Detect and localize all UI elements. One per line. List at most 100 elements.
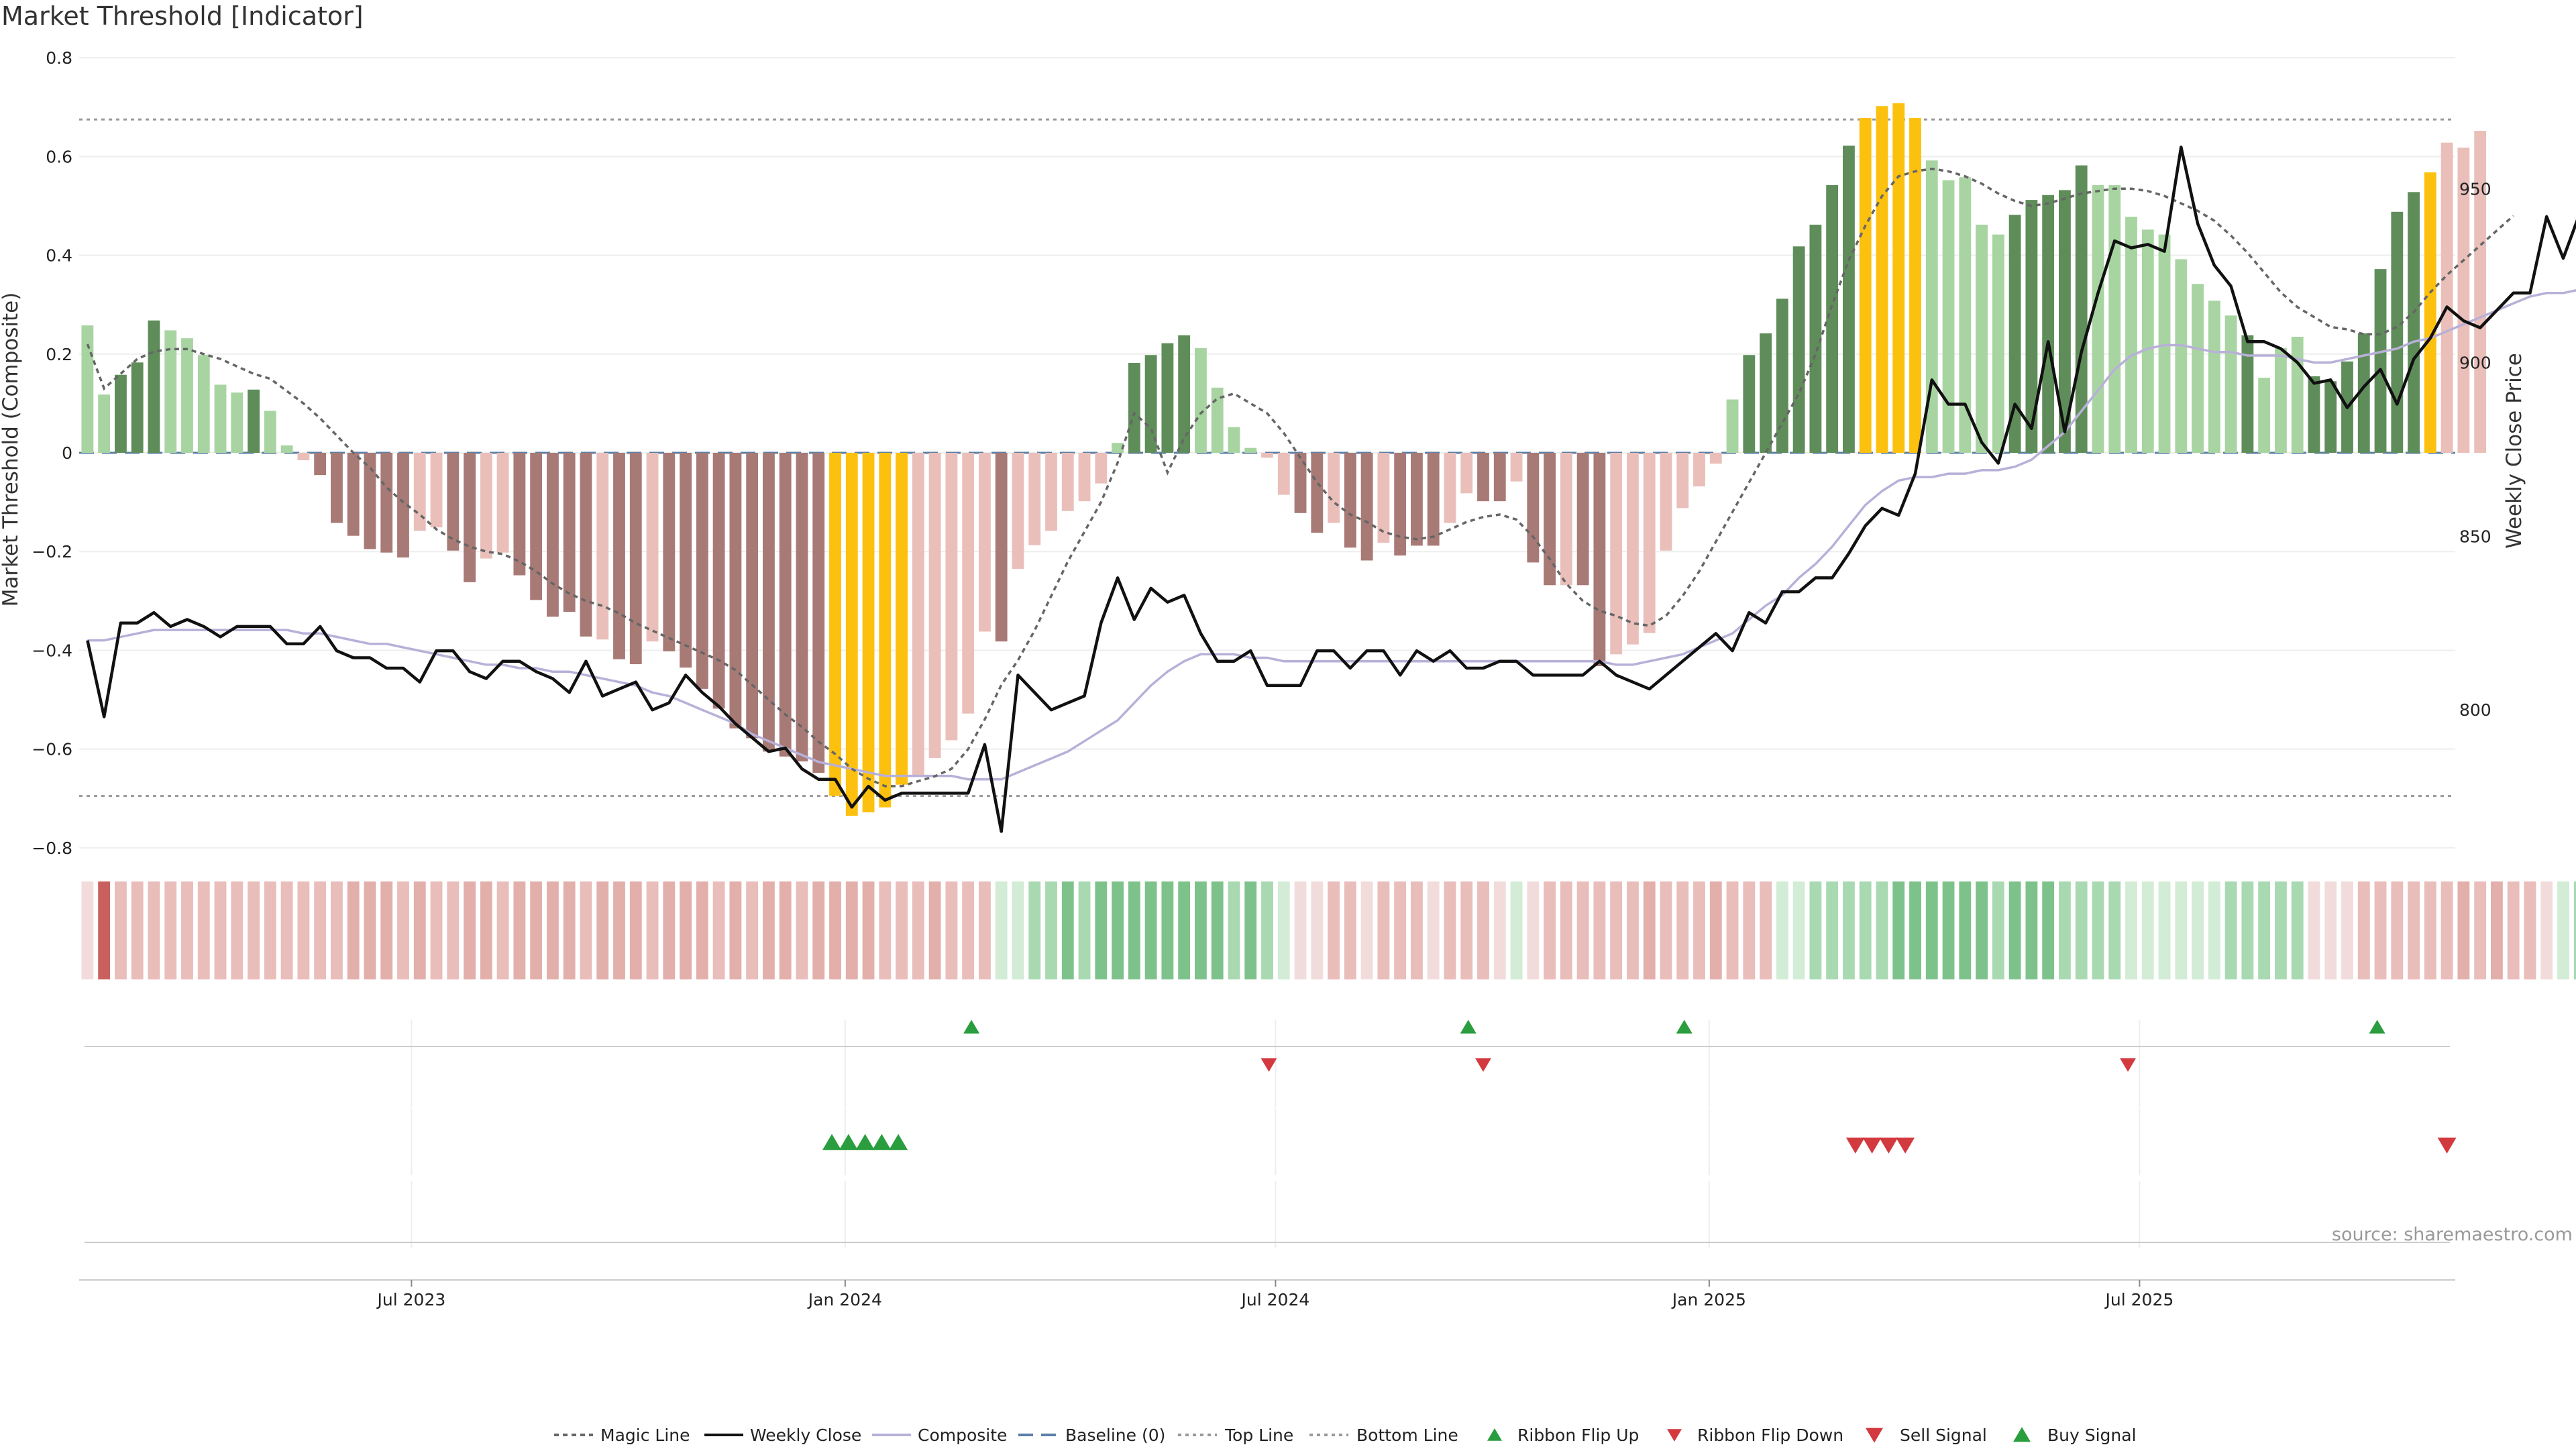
- ribbon-cell-90: [1576, 881, 1589, 979]
- legend-marker-9: [2013, 1427, 2031, 1442]
- y-tick-left-0: 0.8: [46, 48, 72, 68]
- legend-label-6: Ribbon Flip Up: [1517, 1426, 1639, 1445]
- ribbon-flip-up-2: [1676, 1020, 1693, 1034]
- composite-bar-47: [862, 453, 875, 812]
- legend-label-9: Buy Signal: [2047, 1426, 2137, 1445]
- composite-bar-130: [2241, 335, 2254, 453]
- ribbon-cell-11: [264, 881, 276, 979]
- y-tick-left-7: −0.6: [32, 740, 72, 759]
- composite-bar-106: [1843, 146, 1855, 453]
- composite-bar-30: [580, 453, 592, 637]
- x-tick-label-4: Jul 2025: [2104, 1290, 2174, 1309]
- ribbon-cell-57: [1028, 881, 1041, 979]
- composite-bar-95: [1660, 453, 1672, 551]
- composite-bar-22: [447, 453, 460, 551]
- axes: 0.8 0.6 0.4 0.2 0 −0.2 −0.4 −0.6 −0.8 950 900 850 80…: [32, 48, 2491, 1309]
- ribbon-cell-72: [1277, 881, 1290, 979]
- legend-marker-8: [1866, 1428, 1883, 1443]
- composite-bar-1: [98, 394, 111, 453]
- ribbon-flip-up-0: [963, 1020, 980, 1034]
- composite-bar-72: [1277, 453, 1290, 495]
- ribbon-cell-31: [596, 881, 609, 979]
- ribbon-cell-69: [1228, 881, 1240, 979]
- ribbon-cell-117: [2025, 881, 2038, 979]
- composite-bar-37: [696, 453, 708, 689]
- composite-bar-107: [1859, 117, 1872, 453]
- legend-label-2: Composite: [918, 1426, 1007, 1445]
- ribbon-cell-120: [2075, 881, 2088, 979]
- ribbon-cell-92: [1610, 881, 1623, 979]
- x-tick-label-1: Jan 2024: [807, 1290, 882, 1309]
- composite-bar-66: [1178, 335, 1191, 453]
- composite-bar-117: [2025, 200, 2038, 453]
- ribbon-cell-73: [1294, 881, 1307, 979]
- composite-bar-93: [1627, 453, 1639, 645]
- composite-bar-120: [2075, 165, 2088, 453]
- ribbon-cell-24: [480, 881, 492, 979]
- composite-bar-24: [480, 453, 492, 559]
- composite-bar-5: [164, 330, 177, 453]
- composite-bar-108: [1876, 106, 1888, 453]
- composite-bar-11: [264, 411, 276, 453]
- composite-bar-13: [297, 453, 310, 461]
- composite-bar-8: [214, 384, 227, 453]
- ribbon-cell-128: [2208, 881, 2220, 979]
- ribbon-cell-80: [1411, 881, 1423, 979]
- composite-bar-129: [2224, 315, 2237, 453]
- ribbon-cell-60: [1078, 881, 1091, 979]
- composite-bar-19: [397, 453, 409, 558]
- composite-bar-119: [2059, 190, 2071, 453]
- ribbon-cell-108: [1876, 881, 1888, 979]
- composite-bar-39: [729, 453, 742, 729]
- composite-bar-14: [314, 453, 327, 476]
- legend-label-1: Weekly Close: [750, 1426, 861, 1445]
- composite-bar-68: [1211, 387, 1224, 453]
- composite-bar-2: [115, 374, 127, 453]
- composite-bar-83: [1460, 453, 1473, 494]
- ribbon-cell-46: [845, 881, 858, 979]
- legend: Magic Line Weekly Close Composite Baseline …: [554, 1426, 2137, 1445]
- y-tick-right-2: 850: [2459, 527, 2491, 546]
- y-axis-title-right: Weekly Close Price: [2502, 353, 2526, 549]
- composite-bar-86: [1510, 453, 1523, 482]
- composite-bar-3: [131, 362, 144, 453]
- ribbon-cell-86: [1510, 881, 1523, 979]
- ribbon-flip-up-1: [1460, 1020, 1477, 1034]
- ribbon-cell-149: [2557, 881, 2569, 979]
- composite-bar-103: [1792, 246, 1805, 453]
- composite-bar-69: [1228, 427, 1240, 453]
- y-tick-left-8: −0.8: [32, 839, 72, 858]
- ribbon-cell-1: [98, 881, 111, 979]
- ribbon-cell-12: [280, 881, 293, 979]
- composite-bar-56: [1012, 453, 1024, 569]
- ribbon-cell-81: [1427, 881, 1440, 979]
- composite-bar-92: [1610, 453, 1623, 655]
- ribbon-cell-97: [1693, 881, 1705, 979]
- ribbon-cell-82: [1444, 881, 1456, 979]
- composite-bar-113: [1959, 177, 1972, 453]
- sell-signal-2: [1879, 1137, 1898, 1154]
- ribbon-cell-61: [1095, 881, 1108, 979]
- composite-bar-50: [912, 453, 924, 777]
- composite-bar-42: [779, 453, 792, 757]
- ribbon-cell-147: [2524, 881, 2536, 979]
- ribbon-cell-99: [1726, 881, 1739, 979]
- ribbon-cell-83: [1460, 881, 1473, 979]
- ribbon-cell-115: [1992, 881, 2004, 979]
- ribbon-cell-98: [1709, 881, 1722, 979]
- composite-bar-59: [1061, 453, 1074, 511]
- composite-bar-127: [2192, 284, 2204, 453]
- composite-bar-97: [1693, 453, 1705, 487]
- composite-bar-80: [1411, 453, 1423, 546]
- ribbon-cell-38: [712, 881, 725, 979]
- composite-bar-6: [181, 338, 193, 453]
- ribbon-cell-79: [1394, 881, 1407, 979]
- ribbon-cell-22: [447, 881, 460, 979]
- composite-bar-29: [563, 453, 576, 612]
- ribbon-cell-125: [2158, 881, 2171, 979]
- ribbon-cell-2: [115, 881, 127, 979]
- ribbon-cell-127: [2192, 881, 2204, 979]
- ribbon-cell-43: [796, 881, 808, 979]
- ribbon-cell-136: [2341, 881, 2353, 979]
- ribbon-cell-101: [1760, 881, 1772, 979]
